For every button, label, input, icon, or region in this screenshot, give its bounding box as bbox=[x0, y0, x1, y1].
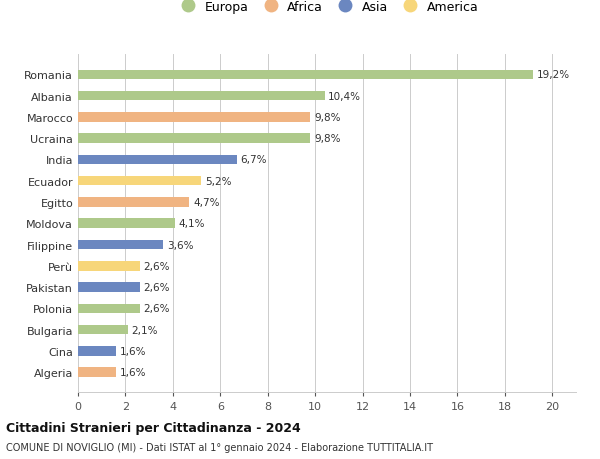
Bar bbox=[78, 240, 163, 250]
Bar bbox=[78, 368, 116, 377]
Text: 6,7%: 6,7% bbox=[241, 155, 267, 165]
Bar bbox=[78, 262, 140, 271]
Bar bbox=[78, 325, 128, 335]
Text: COMUNE DI NOVIGLIO (MI) - Dati ISTAT al 1° gennaio 2024 - Elaborazione TUTTITALI: COMUNE DI NOVIGLIO (MI) - Dati ISTAT al … bbox=[6, 442, 433, 452]
Text: 2,6%: 2,6% bbox=[143, 261, 170, 271]
Bar bbox=[78, 155, 237, 165]
Text: 3,6%: 3,6% bbox=[167, 240, 193, 250]
Bar bbox=[78, 347, 116, 356]
Text: 4,1%: 4,1% bbox=[179, 219, 205, 229]
Text: 2,6%: 2,6% bbox=[143, 282, 170, 292]
Text: 19,2%: 19,2% bbox=[537, 70, 570, 80]
Bar bbox=[78, 113, 310, 123]
Bar bbox=[78, 134, 310, 144]
Bar bbox=[78, 198, 190, 207]
Text: 4,7%: 4,7% bbox=[193, 197, 220, 207]
Bar bbox=[78, 92, 325, 101]
Text: 9,8%: 9,8% bbox=[314, 112, 340, 123]
Bar bbox=[78, 70, 533, 80]
Legend: Europa, Africa, Asia, America: Europa, Africa, Asia, America bbox=[176, 0, 478, 14]
Text: 2,6%: 2,6% bbox=[143, 304, 170, 313]
Text: Cittadini Stranieri per Cittadinanza - 2024: Cittadini Stranieri per Cittadinanza - 2… bbox=[6, 421, 301, 434]
Bar bbox=[78, 304, 140, 313]
Text: 1,6%: 1,6% bbox=[119, 346, 146, 356]
Text: 10,4%: 10,4% bbox=[328, 91, 361, 101]
Text: 2,1%: 2,1% bbox=[131, 325, 158, 335]
Bar bbox=[78, 219, 175, 229]
Bar bbox=[78, 177, 202, 186]
Text: 5,2%: 5,2% bbox=[205, 176, 232, 186]
Text: 9,8%: 9,8% bbox=[314, 134, 340, 144]
Text: 1,6%: 1,6% bbox=[119, 367, 146, 377]
Bar bbox=[78, 283, 140, 292]
